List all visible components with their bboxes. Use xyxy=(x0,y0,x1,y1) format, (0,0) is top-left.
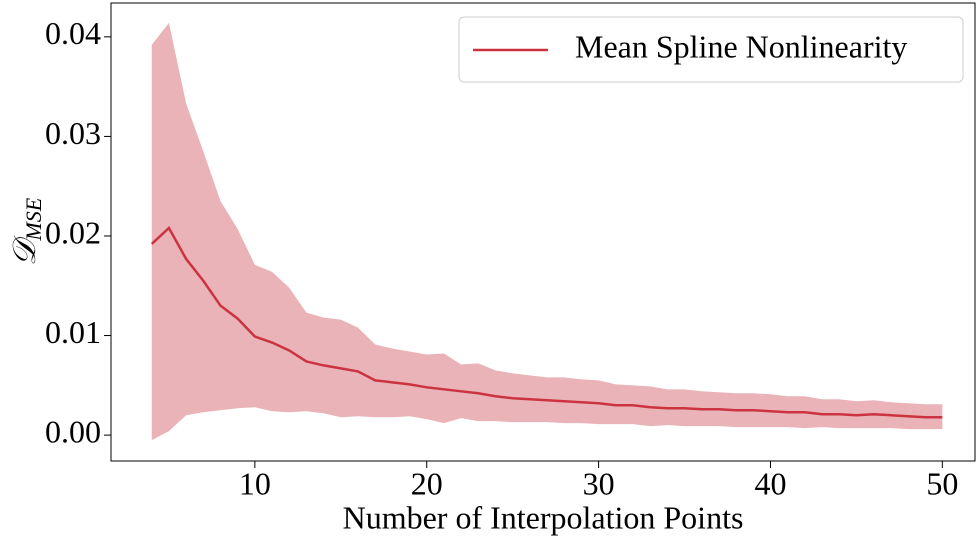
x-tick-label: 50 xyxy=(926,465,958,501)
x-tick-label: 20 xyxy=(411,465,443,501)
y-axis-label: 𝒟MSE xyxy=(6,197,46,266)
x-axis-label: Number of Interpolation Points xyxy=(343,499,744,535)
y-tick-label: 0.04 xyxy=(45,15,101,51)
legend-box xyxy=(458,16,964,83)
x-tick-label: 10 xyxy=(239,465,271,501)
line xyxy=(150,226,943,419)
x-tick-label: 40 xyxy=(754,465,786,501)
y-tick-label: 0.03 xyxy=(45,115,101,151)
plot-frame xyxy=(110,2,976,462)
y-tick-label: 0.00 xyxy=(45,413,101,449)
x-tick-label: 30 xyxy=(583,465,615,501)
y-axis-label-subscript: MSE xyxy=(21,197,46,241)
legend: Mean Spline Nonlinearity xyxy=(458,16,964,83)
legend-label: Mean Spline Nonlinearity xyxy=(575,28,907,64)
y-tick-label: 0.01 xyxy=(45,314,101,350)
y-tick-label: 0.02 xyxy=(45,214,101,250)
band xyxy=(151,22,943,441)
